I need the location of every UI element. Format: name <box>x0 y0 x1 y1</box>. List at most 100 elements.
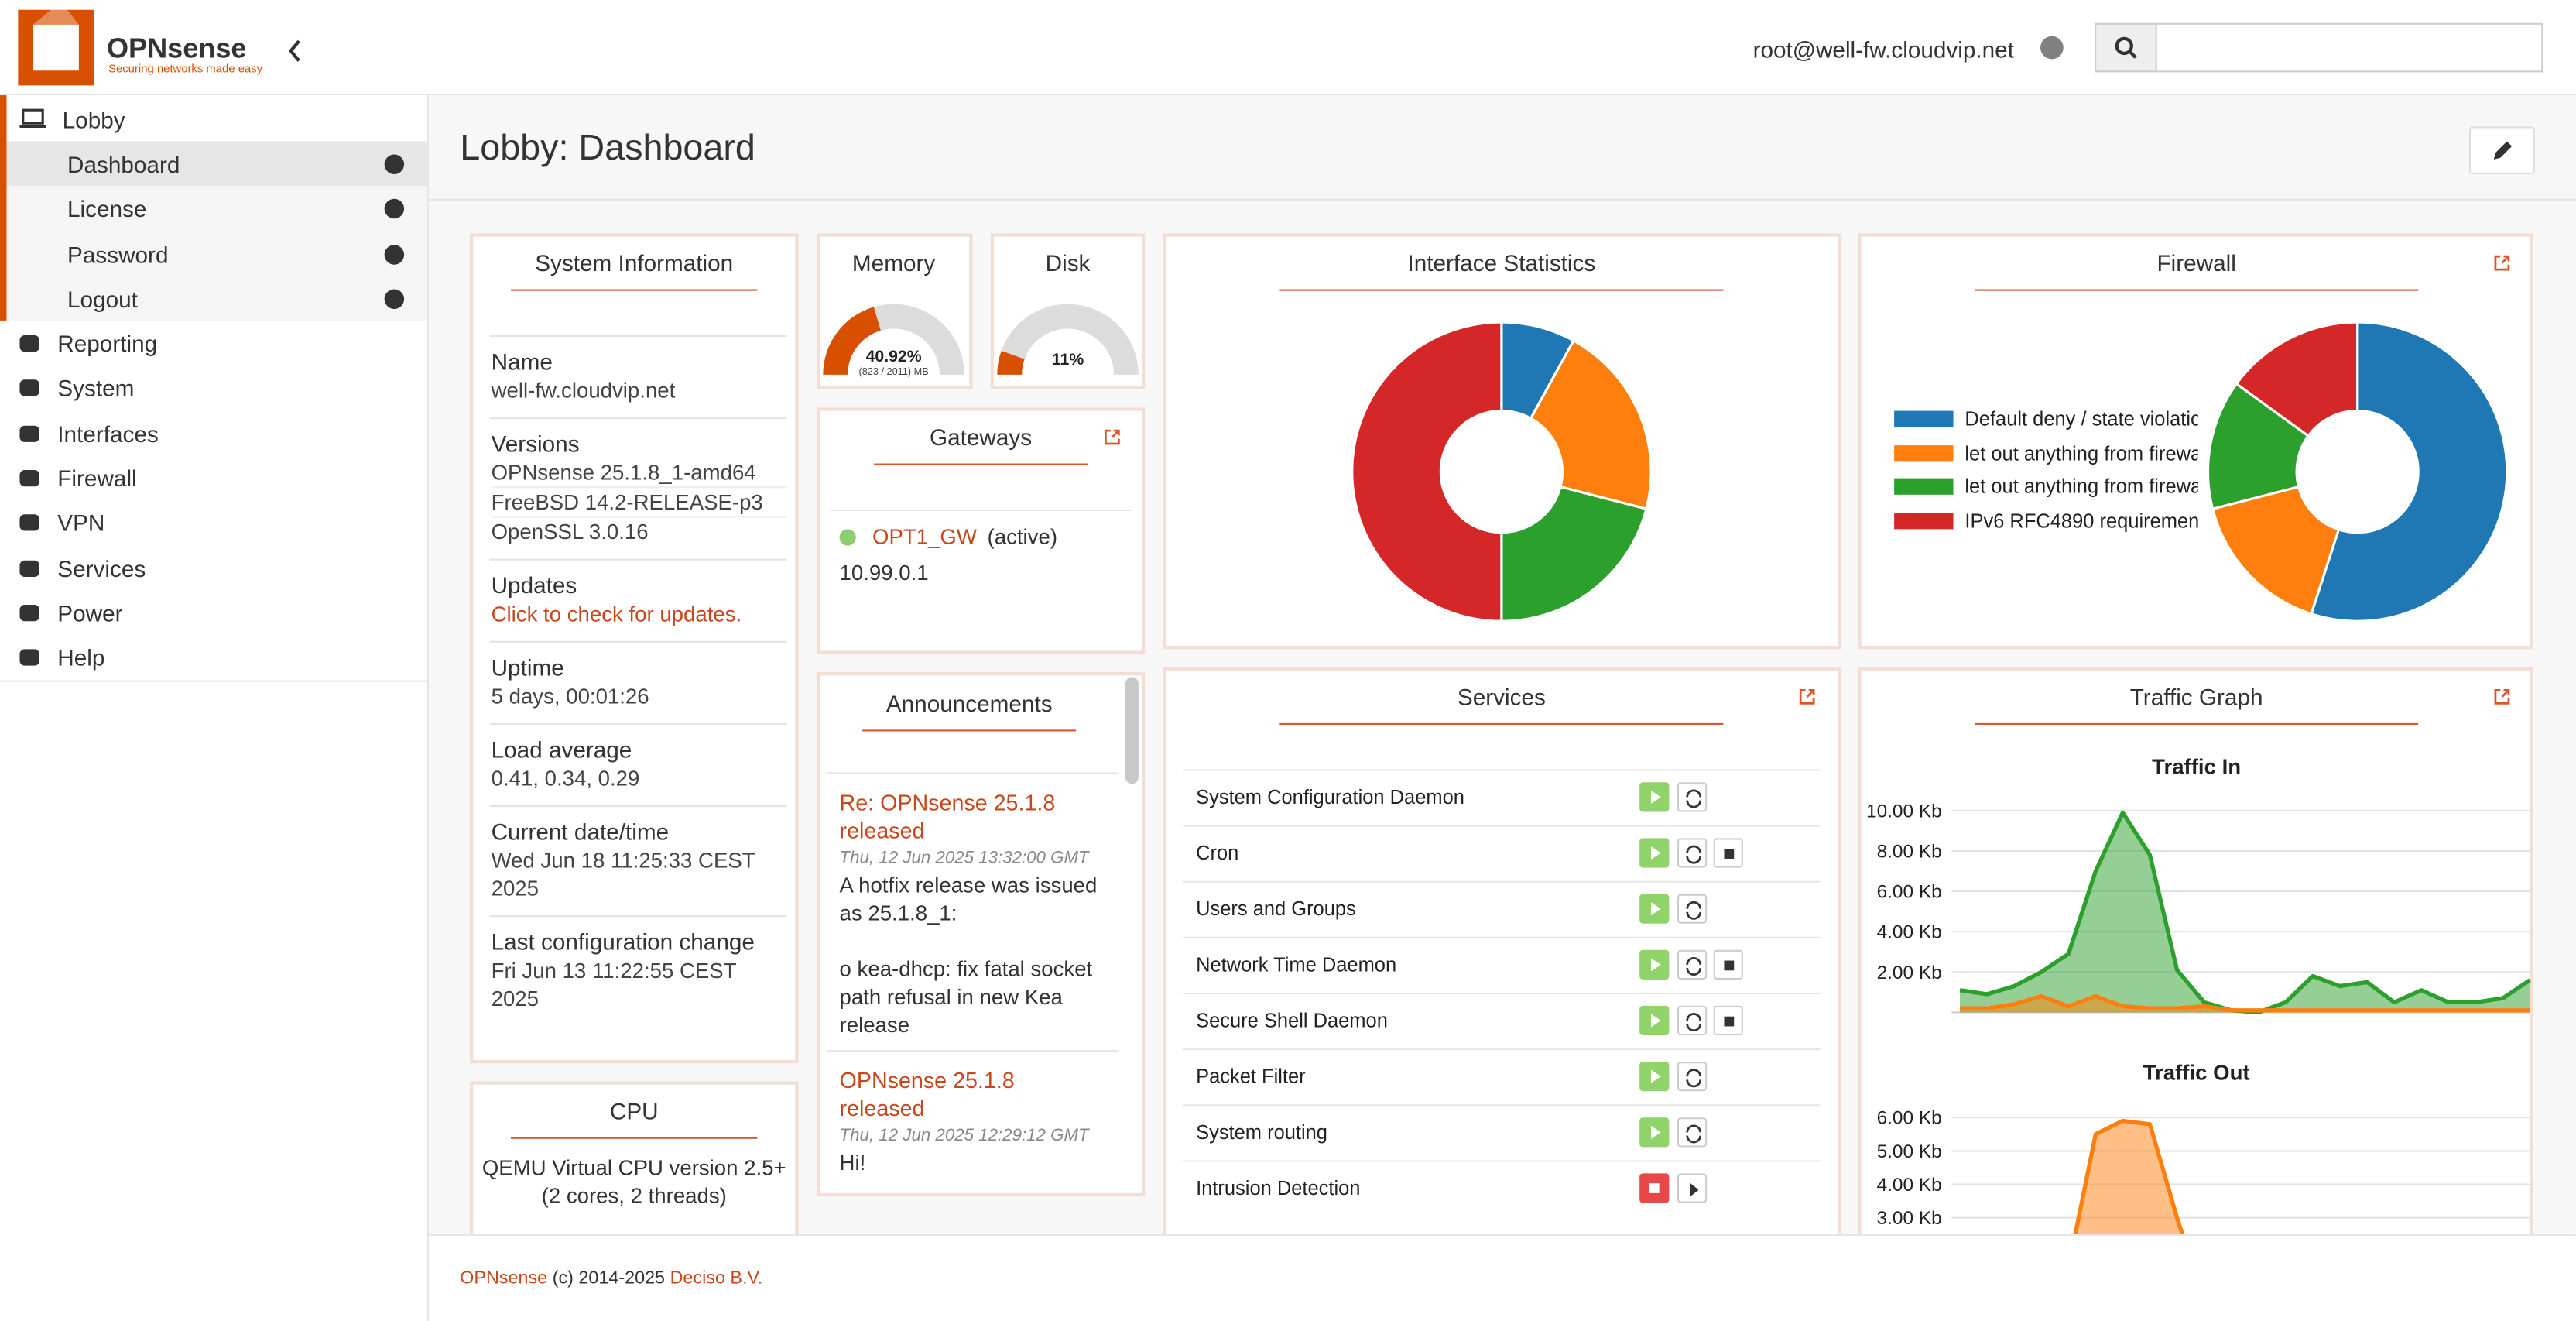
status-dot <box>839 529 856 546</box>
announcement-title[interactable]: Re: OPNsense 25.1.8 released <box>839 790 1056 843</box>
info-label: Name <box>491 348 553 375</box>
icon <box>1651 790 1661 804</box>
icon <box>384 199 405 219</box>
submenu-item[interactable]: License <box>67 196 147 223</box>
service-name: Users and Groups <box>1196 897 1356 921</box>
stop-button[interactable] <box>1713 838 1743 868</box>
external-link[interactable] <box>2494 688 2510 705</box>
external-link[interactable] <box>1104 429 1120 445</box>
external-link[interactable] <box>2494 255 2510 271</box>
service-name: System Configuration Daemon <box>1196 785 1464 809</box>
gateway-name[interactable]: OPT1_GW <box>872 524 977 549</box>
legend-label: IPv6 RFC4890 requirements <box>1965 510 2198 533</box>
pie-chart <box>1351 321 1653 623</box>
footer-link[interactable]: Deciso B.V. <box>670 1268 763 1288</box>
restart-button[interactable] <box>1677 894 1708 924</box>
update-link[interactable]: Click to check for updates. <box>491 601 742 626</box>
legend-swatch <box>1894 410 1954 427</box>
edit-button[interactable] <box>2468 126 2535 174</box>
menu-item[interactable]: Interfaces <box>57 420 159 447</box>
search-input[interactable] <box>2155 22 2543 73</box>
menu-item[interactable]: Firewall <box>57 465 137 492</box>
collapse-icon[interactable] <box>287 39 303 63</box>
sep <box>1183 992 1821 995</box>
status-running[interactable] <box>1639 838 1670 868</box>
menu-item[interactable]: Power <box>57 599 123 626</box>
menu-item[interactable]: Services <box>57 554 146 582</box>
sep <box>1183 1048 1821 1051</box>
service-name: Intrusion Detection <box>1196 1176 1361 1200</box>
restart-button[interactable] <box>1677 838 1708 868</box>
menu-item[interactable]: System <box>57 375 135 402</box>
icon <box>1104 429 1120 445</box>
widget-title: Firewall <box>2156 249 2236 276</box>
icon <box>2494 255 2510 271</box>
submenu-item[interactable]: Logout <box>67 286 138 313</box>
y-tick-label: 4.00 Kb <box>1877 922 1942 943</box>
status-running[interactable] <box>1639 1117 1670 1148</box>
icon <box>1686 789 1702 808</box>
status-running[interactable] <box>1639 949 1670 980</box>
page-title: Lobby: Dashboard <box>460 126 755 168</box>
restart-button[interactable] <box>1677 1005 1708 1036</box>
tagline: Securing networks made easy <box>108 63 263 76</box>
pie-slice <box>2206 382 2311 511</box>
icon <box>1724 1016 1735 1027</box>
legend-label: let out anything from firewall <box>1965 441 2198 465</box>
announcement-body: o kea-dhcp: fix fatal socket path refusa… <box>839 956 1093 1038</box>
icon <box>19 559 39 576</box>
menu-item[interactable]: Help <box>57 644 105 671</box>
status-running[interactable] <box>1639 782 1670 812</box>
restart-button[interactable] <box>1677 949 1708 980</box>
line <box>1960 993 2530 1013</box>
restart-button[interactable] <box>1677 1062 1708 1092</box>
divider <box>0 680 427 682</box>
icon <box>1690 1183 1699 1197</box>
stop-button[interactable] <box>1713 1005 1743 1036</box>
y-tick-label: 3.00 Kb <box>1877 1208 1942 1229</box>
title-underline <box>511 1137 758 1139</box>
stop-button[interactable] <box>1713 949 1743 980</box>
status-running[interactable] <box>1639 894 1670 924</box>
gauge-fill <box>997 350 1025 375</box>
restart-button[interactable] <box>1677 1117 1708 1148</box>
icon <box>19 335 39 352</box>
menu-item[interactable]: Lobby <box>62 106 125 133</box>
legend-swatch <box>1894 479 1954 496</box>
status-stopped[interactable] <box>1639 1173 1670 1203</box>
submenu-item[interactable]: Password <box>67 241 169 268</box>
title-underline <box>511 289 758 291</box>
status-running[interactable] <box>1639 1005 1670 1036</box>
icon <box>19 469 39 486</box>
icon <box>1724 960 1735 971</box>
pie-chart <box>2206 321 2509 623</box>
icon <box>19 604 39 621</box>
sep <box>1183 1160 1821 1162</box>
icon <box>1651 958 1661 972</box>
external-link[interactable] <box>1799 688 1815 705</box>
icon <box>384 244 405 264</box>
icon <box>1651 846 1661 860</box>
status-running[interactable] <box>1639 1062 1670 1092</box>
menu-item[interactable]: VPN <box>57 510 105 537</box>
widget-title: Announcements <box>886 690 1053 717</box>
search-button[interactable] <box>2095 22 2157 73</box>
menu-item[interactable]: Reporting <box>57 330 158 357</box>
start-button[interactable] <box>1677 1173 1708 1203</box>
submenu-item[interactable]: Dashboard <box>67 151 180 178</box>
user[interactable]: root@well-fw.cloudvip.net <box>1752 36 2014 63</box>
icon <box>19 335 39 352</box>
footer-link[interactable]: OPNsense <box>460 1268 548 1288</box>
y-tick-label: 6.00 Kb <box>1877 1108 1942 1129</box>
icon <box>1651 1069 1661 1083</box>
copyright: (c) 2014-2025 <box>552 1268 666 1288</box>
restart-button[interactable] <box>1677 782 1708 812</box>
info-value: OpenSSL 3.0.16 <box>491 516 787 545</box>
gauge: 11% <box>997 304 1139 375</box>
announcement: Re: OPNsense 25.1.8 released Thu, 12 Jun … <box>826 772 1119 1051</box>
content: Lobby: Dashboard System Information Name w… <box>428 126 2576 1234</box>
icon <box>1651 902 1661 916</box>
announcement-title[interactable]: OPNsense 25.1.8 released <box>839 1068 1015 1121</box>
title-underline <box>1975 289 2419 291</box>
